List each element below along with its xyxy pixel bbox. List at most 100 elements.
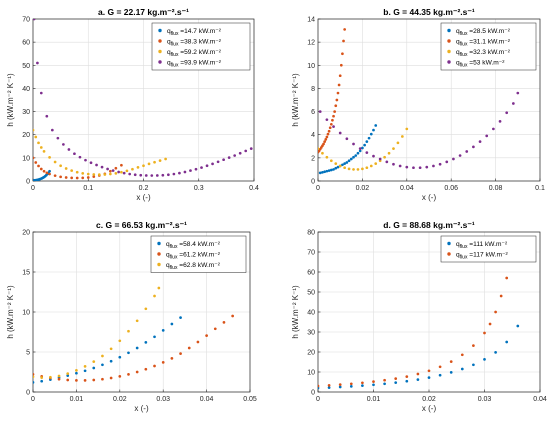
legend-marker (447, 60, 451, 64)
data-point-series-3 (86, 172, 90, 176)
data-point-series-1 (356, 151, 360, 155)
data-point-series-4 (227, 156, 231, 159)
data-point-series-2 (135, 370, 139, 374)
legend-marker (158, 49, 162, 54)
data-point-series-2 (327, 129, 331, 133)
data-point-series-2 (333, 110, 336, 113)
data-point-series-4 (200, 166, 203, 169)
y-tick-label: 15 (22, 270, 30, 277)
data-point-series-4 (492, 127, 495, 131)
data-points (318, 276, 520, 390)
data-point-series-3 (383, 155, 386, 159)
data-point-series-4 (36, 61, 39, 65)
legend-value: =117 kW.m⁻² (467, 251, 508, 258)
data-point-series-1 (358, 149, 362, 153)
data-point-series-2 (405, 375, 409, 378)
chart-panel-1: 0 0.1 0.2 0.3 0.4 0 10 20 30 40 50 60 70 x (-) h (kW.m… (6, 7, 259, 202)
legend-marker (447, 28, 451, 33)
data-point-series-4 (392, 162, 395, 166)
data-point-series-1 (144, 341, 148, 344)
data-point-series-1 (118, 355, 122, 359)
y-tick-label: 0 (26, 390, 30, 397)
data-point-series-4 (216, 160, 220, 164)
legend-marker (158, 28, 162, 33)
x-axis-label: x (-) (422, 193, 437, 202)
data-point-series-2 (170, 357, 174, 360)
x-tick-label: 0.04 (400, 185, 414, 192)
data-point-series-2 (179, 352, 182, 355)
data-point-series-3 (42, 150, 46, 153)
y-tick-label: 10 (307, 63, 315, 70)
data-point-series-4 (205, 164, 209, 168)
data-point-series-2 (505, 276, 509, 280)
data-point-series-1 (323, 170, 327, 174)
data-point-series-1 (321, 170, 324, 174)
data-point-series-3 (338, 164, 342, 168)
data-point-series-2 (187, 346, 191, 350)
data-point-series-1 (327, 169, 331, 172)
data-point-series-2 (325, 135, 329, 139)
data-point-series-1 (336, 165, 340, 169)
data-point-series-1 (374, 124, 378, 127)
data-point-series-2 (339, 63, 343, 67)
data-point-series-3 (59, 164, 62, 168)
data-point-series-4 (117, 170, 120, 174)
data-point-series-2 (161, 361, 165, 364)
data-point-series-3 (92, 173, 96, 176)
legend-subscript: flux (170, 254, 178, 260)
data-point-series-2 (144, 367, 148, 371)
data-point-series-3 (374, 162, 378, 165)
data-point-series-3 (75, 170, 79, 174)
data-point-series-4 (78, 155, 82, 159)
data-point-series-3 (97, 173, 101, 176)
y-tick-label: 40 (22, 86, 30, 93)
data-point-series-3 (37, 141, 40, 145)
data-point-series-3 (144, 307, 148, 311)
y-tick-label: 60 (22, 40, 30, 47)
data-point-series-3 (334, 162, 338, 165)
axes-box (317, 18, 541, 182)
data-point-series-2 (328, 126, 332, 130)
legend-value: =111 kW.m⁻² (467, 241, 507, 248)
legend-value: =28.5 kW.m⁻² (467, 28, 510, 35)
data-point-series-1 (327, 386, 331, 389)
legend-subscript: flux (460, 31, 468, 37)
legend-entry-label: qflux =38.3 kW.m⁻² (167, 38, 222, 47)
data-point-series-1 (460, 367, 464, 371)
y-tick-label: 40 (307, 310, 315, 317)
data-point-series-3 (53, 160, 57, 164)
data-point-series-4 (452, 157, 455, 161)
data-point-series-3 (118, 339, 122, 343)
data-point-series-4 (139, 173, 143, 177)
x-tick-label: 0.3 (194, 185, 204, 192)
data-point-series-1 (361, 384, 364, 387)
data-point-series-3 (92, 360, 96, 363)
data-point-series-4 (485, 134, 489, 138)
data-point-series-2 (327, 384, 331, 387)
legend-marker (157, 241, 161, 246)
data-point-series-2 (37, 164, 40, 168)
data-point-series-4 (498, 120, 502, 123)
data-point-series-4 (432, 164, 435, 168)
data-point-series-3 (405, 127, 409, 131)
data-point-series-4 (155, 174, 159, 177)
data-point-series-4 (194, 167, 198, 171)
data-point-series-1 (383, 382, 386, 386)
x-tick-label: 0.01 (70, 396, 84, 403)
data-point-series-2 (109, 376, 113, 380)
data-point-series-3 (127, 329, 130, 333)
y-tick-label: 2 (311, 155, 315, 162)
data-point-series-2 (222, 321, 226, 324)
data-point-series-1 (405, 379, 409, 383)
data-point-series-2 (335, 98, 339, 102)
data-point-series-1 (372, 383, 375, 387)
data-point-series-4 (128, 172, 132, 176)
data-point-series-2 (53, 174, 57, 178)
legend-symbol: q (167, 38, 171, 45)
data-points (318, 28, 520, 175)
legend-marker (158, 60, 162, 64)
data-point-series-3 (401, 135, 404, 138)
data-point-series-2 (109, 169, 112, 173)
legend-value: =38.3 kW.m⁻² (178, 38, 221, 45)
